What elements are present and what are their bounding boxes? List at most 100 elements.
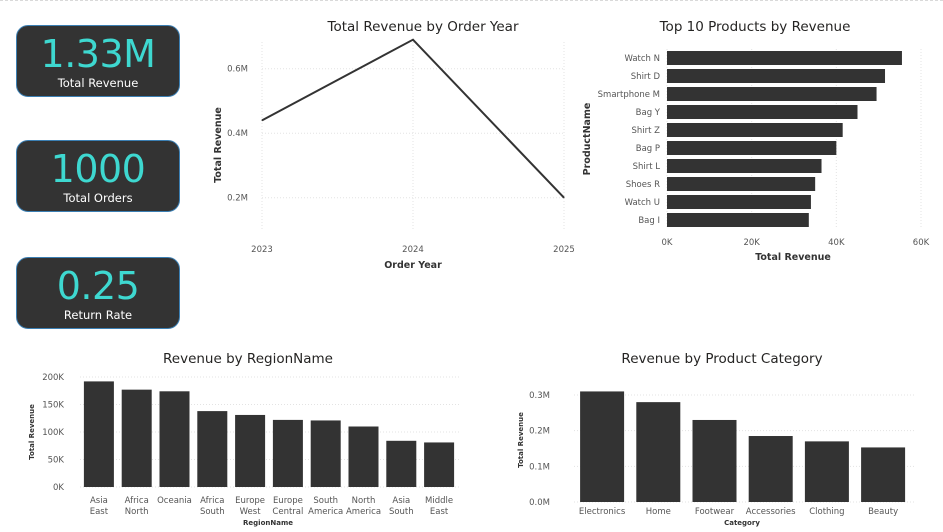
region-bar — [197, 411, 228, 487]
kpi-value-total-orders: 1000 — [50, 147, 146, 191]
y-tick-label: Bag P — [636, 144, 660, 154]
x-tick-label: 0K — [662, 238, 673, 248]
y-tick-label: Shoes R — [626, 180, 660, 190]
y-tick-label: 150K — [42, 401, 64, 411]
kpi-label-total-orders: Total Orders — [63, 191, 133, 205]
region-bar — [310, 420, 341, 487]
x-tick-label: Oceania — [157, 496, 192, 506]
x-tick-label: Accessories — [746, 507, 796, 517]
x-tick-label: Home — [646, 507, 671, 517]
x-tick-label: Electronics — [579, 507, 626, 517]
x-tick-label: Europe — [235, 496, 265, 506]
data-point — [412, 39, 414, 41]
kpi-label-total-revenue: Total Revenue — [57, 76, 139, 90]
chart-title: Revenue by RegionName — [163, 351, 333, 367]
x-tick-label: 40K — [828, 238, 845, 248]
y-tick-label: 0.1M — [529, 462, 550, 472]
kpi-card-return-rate[interactable]: 0.25 Return Rate — [16, 257, 180, 329]
x-tick-label: Middle — [425, 496, 453, 506]
product-bar — [667, 69, 886, 83]
region-bar — [348, 426, 379, 487]
x-tick-label: Central — [272, 507, 303, 517]
region-bar — [424, 442, 455, 487]
x-tick-label: North — [125, 507, 149, 517]
x-tick-label: East — [90, 507, 109, 517]
x-tick-label: North — [352, 496, 376, 506]
x-tick-label: South — [313, 496, 338, 506]
region-bar — [159, 391, 190, 487]
y-tick-label: Watch U — [625, 198, 660, 208]
y-tick-label: 0.2M — [227, 194, 248, 204]
x-tick-label: 2023 — [251, 245, 273, 255]
product-bar — [667, 177, 816, 191]
product-bar — [667, 195, 811, 209]
category-bar — [804, 441, 849, 502]
y-tick-label: 0.4M — [227, 129, 248, 139]
kpi-value-total-revenue: 1.33M — [40, 32, 156, 76]
y-axis-title: ProductName — [582, 103, 593, 176]
kpi-label-return-rate: Return Rate — [63, 308, 133, 322]
region-bar — [386, 440, 417, 487]
region-bar — [121, 389, 152, 487]
y-tick-label: Bag Y — [636, 108, 661, 118]
x-tick-label: America — [346, 507, 381, 517]
x-tick-label: 2024 — [402, 245, 424, 255]
x-axis-title: Total Revenue — [755, 252, 831, 263]
product-bar — [667, 213, 809, 227]
y-tick-label: Watch N — [624, 54, 660, 64]
x-tick-label: West — [240, 507, 262, 517]
x-tick-label: Beauty — [868, 507, 898, 517]
x-tick-label: 2025 — [553, 245, 575, 255]
x-tick-label: South — [200, 507, 225, 517]
product-bar — [667, 105, 858, 119]
x-tick-label: East — [430, 507, 449, 517]
category-bar — [636, 402, 681, 502]
kpi-card-total-orders[interactable]: 1000 Total Orders — [16, 140, 180, 212]
kpi-card-total-revenue[interactable]: 1.33M Total Revenue — [16, 25, 180, 97]
y-tick-label: 0.6M — [227, 65, 248, 75]
y-tick-label: Shirt Z — [632, 126, 661, 136]
y-tick-label: 200K — [42, 373, 64, 383]
chart-title: Total Revenue by Order Year — [327, 19, 519, 35]
x-tick-label: 60K — [913, 238, 930, 248]
product-bar — [667, 141, 837, 155]
product-bar — [667, 51, 902, 65]
region-bar — [235, 414, 266, 487]
x-tick-label: South — [389, 507, 414, 517]
x-tick-label: Asia — [90, 496, 108, 506]
x-axis-title: Order Year — [384, 260, 442, 271]
data-point — [563, 197, 565, 199]
x-tick-label: Asia — [392, 496, 410, 506]
y-tick-label: 0.3M — [529, 391, 550, 401]
x-tick-label: Europe — [273, 496, 303, 506]
x-tick-label: 20K — [743, 238, 760, 248]
y-tick-label: 50K — [48, 456, 65, 466]
x-tick-label: Africa — [200, 496, 224, 506]
y-axis-title: Total Revenue — [517, 412, 525, 468]
x-tick-label: America — [308, 507, 343, 517]
region-bar — [272, 419, 303, 487]
x-axis-title: Category — [724, 519, 760, 527]
chart-title: Revenue by Product Category — [621, 351, 822, 367]
y-tick-label: 0.0M — [529, 498, 550, 508]
kpi-value-return-rate: 0.25 — [56, 264, 140, 308]
y-tick-label: 0.2M — [529, 427, 550, 437]
product-bar — [667, 123, 843, 137]
product-bar — [667, 87, 877, 101]
region-bar — [83, 381, 114, 487]
top-border — [0, 0, 943, 7]
category-bar — [748, 436, 793, 502]
y-axis-title: Total Revenue — [213, 107, 224, 183]
x-tick-label: Footwear — [695, 507, 735, 517]
chart-title: Top 10 Products by Revenue — [659, 19, 851, 35]
category-bar — [692, 419, 737, 502]
y-tick-label: Smartphone M — [598, 90, 660, 100]
y-tick-label: Shirt L — [633, 162, 661, 172]
y-axis-title: Total Revenue — [28, 404, 36, 460]
category-bar — [861, 447, 906, 502]
y-tick-label: Shirt D — [631, 72, 661, 82]
